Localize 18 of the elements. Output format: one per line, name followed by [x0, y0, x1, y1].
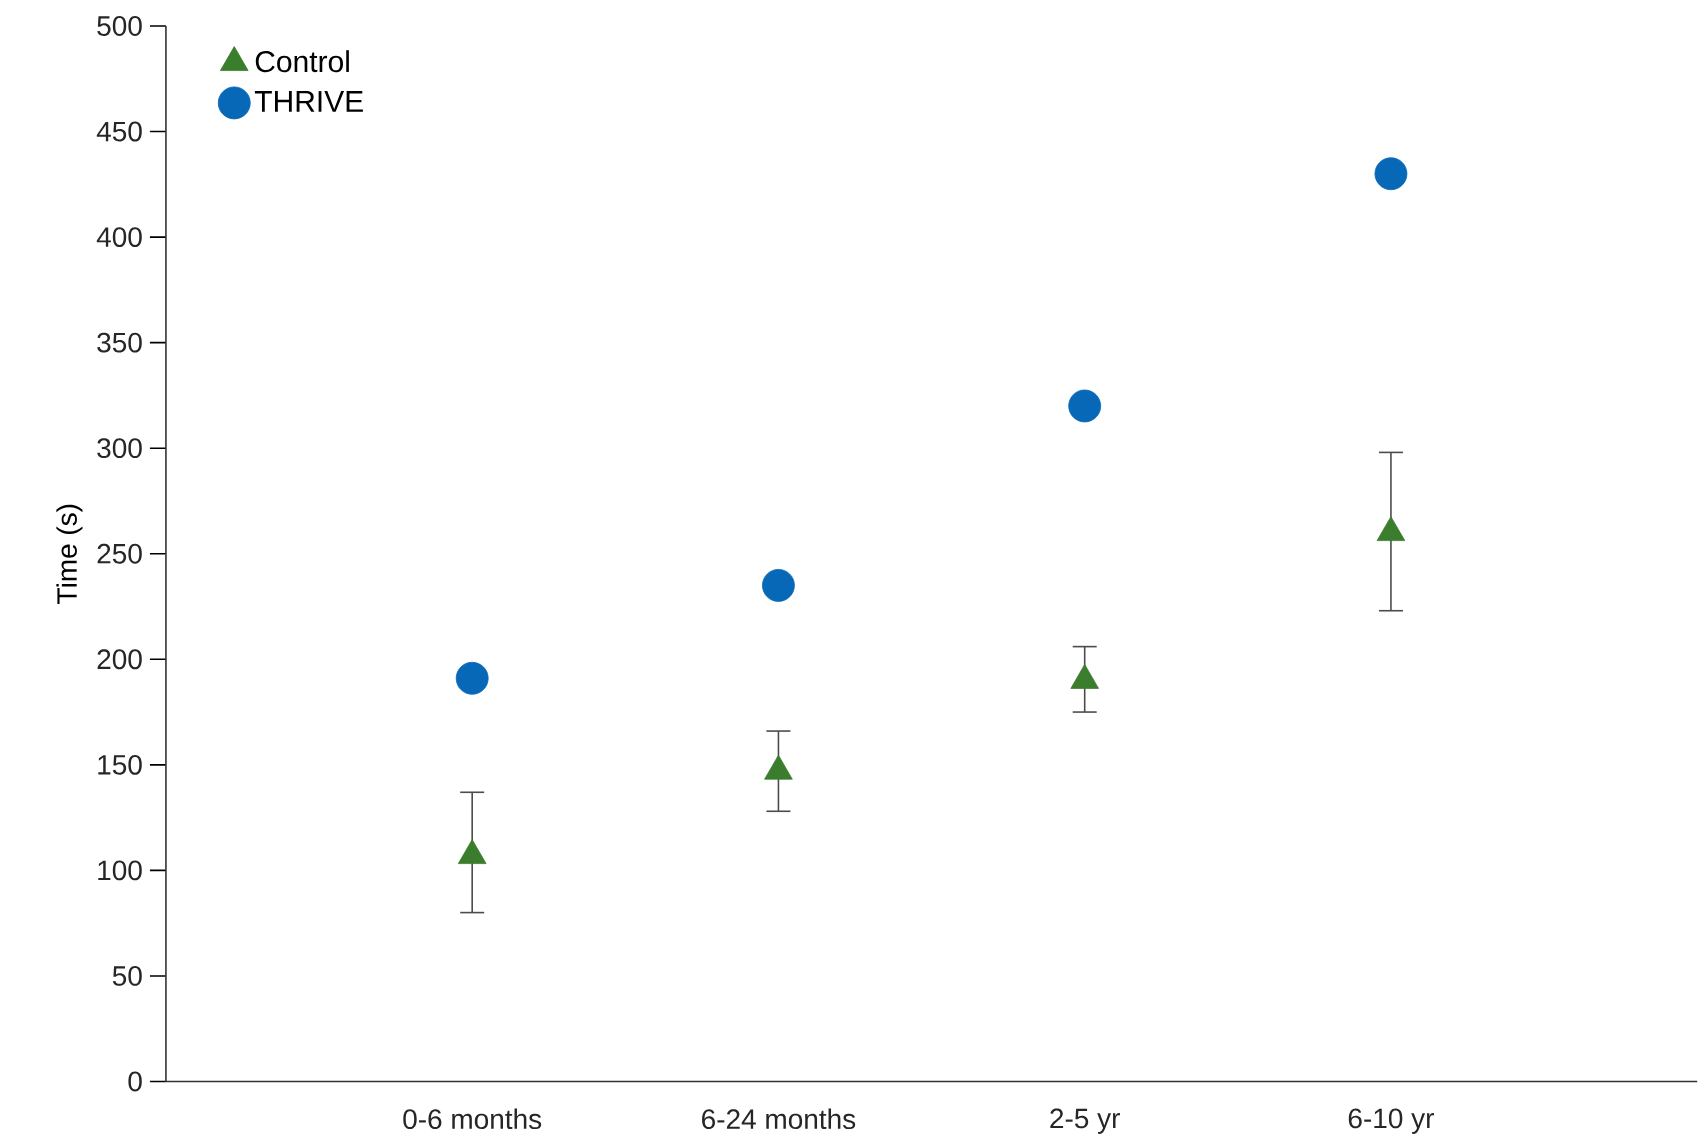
x-tick-label: 0-6 months — [403, 1108, 542, 1130]
y-axis-title: Time (s) — [56, 504, 83, 605]
x-tick-label: 6-10 yr — [1348, 1108, 1435, 1135]
y-tick-label: 50 — [112, 966, 142, 987]
y-tick-label: 200 — [97, 649, 142, 670]
x-tick-label: 2-5 yr — [1050, 1108, 1120, 1135]
y-tick-label: 0 — [128, 1071, 142, 1092]
y-tick-label: 150 — [98, 755, 142, 775]
y-tick-label: 100 — [98, 860, 142, 881]
y-tick-label: 300 — [97, 438, 142, 459]
y-tick-label: 400 — [96, 227, 142, 248]
y-tick-label: 500 — [97, 16, 142, 37]
legend-label: Control — [255, 50, 349, 73]
x-tick-label: 6-24 months — [702, 1108, 856, 1130]
y-tick-label: 450 — [96, 121, 142, 142]
y-tick-label: 250 — [97, 544, 142, 564]
legend-label: THRIVE — [254, 91, 363, 112]
y-tick-label: 350 — [97, 332, 142, 353]
